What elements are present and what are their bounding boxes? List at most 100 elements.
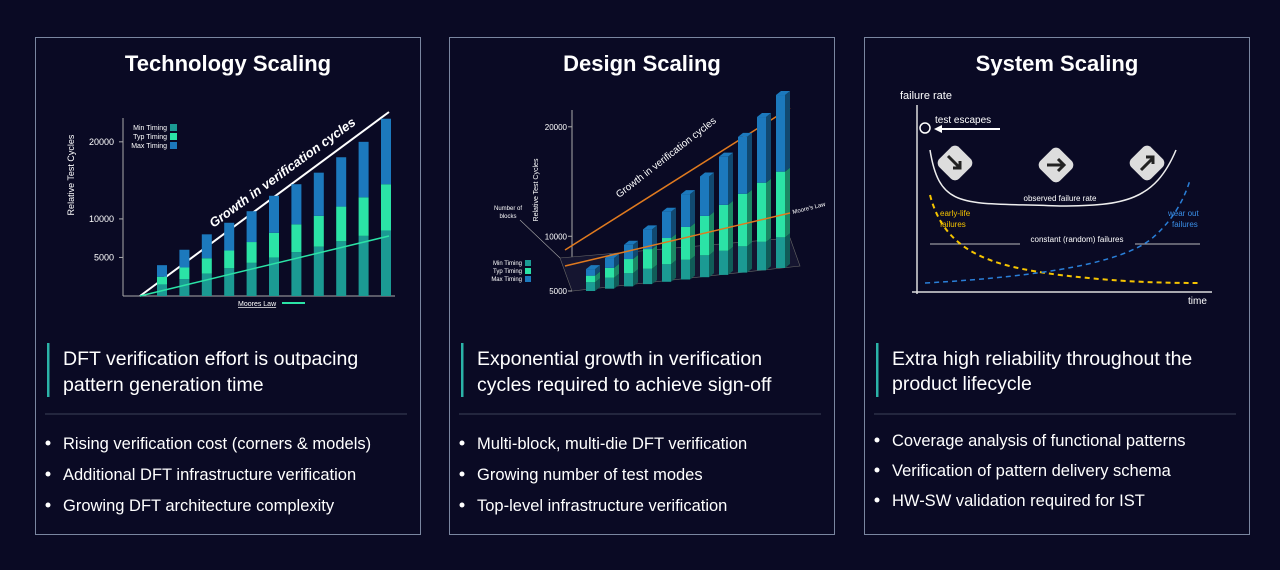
headline: pattern generation time [63, 374, 264, 396]
bullet-dot [459, 440, 465, 446]
bar-segment [643, 268, 652, 285]
bullet-dot [459, 471, 465, 477]
bar-segment [358, 235, 369, 296]
bar-top [681, 190, 695, 195]
early-label: failures [940, 220, 966, 229]
bar-segment [269, 232, 279, 258]
bullet: Rising verification cost (corners & mode… [63, 435, 371, 453]
bullet-dot [45, 471, 51, 477]
panel-title: Design Scaling [563, 51, 721, 76]
bar-segment [776, 95, 785, 172]
icon-arrow [1139, 155, 1155, 172]
bar-side [690, 255, 695, 280]
wear-label: wear out [1167, 209, 1199, 218]
legend-swatch [170, 133, 177, 140]
y-tick-label: 5000 [94, 252, 114, 262]
bar-top [662, 207, 676, 212]
bullet: Verification of pattern delivery schema [892, 462, 1172, 480]
bar-segment [224, 250, 235, 269]
bathtub-curve [929, 149, 1177, 207]
bar-segment [681, 226, 690, 260]
bar-top [757, 113, 771, 118]
escape-marker [919, 122, 931, 134]
bar-side [747, 189, 752, 247]
icon-arrow [1047, 157, 1067, 173]
bar-segment [586, 275, 595, 283]
observed-label: observed failure rate [1024, 194, 1097, 203]
bar-segment [700, 255, 709, 278]
bar-segment [269, 257, 279, 296]
legend-label: Max Timing [131, 143, 167, 150]
bullet: Additional DFT infrastructure verificati… [63, 466, 356, 484]
panel [864, 37, 1250, 535]
bar-top [586, 265, 600, 270]
bar-segment [738, 193, 747, 247]
bar-side [766, 237, 771, 271]
bar-side [709, 251, 714, 278]
bar-segment [624, 273, 633, 287]
bar-side [766, 178, 771, 242]
bar-segment [605, 277, 614, 289]
bar-top [700, 172, 714, 177]
bar-side [614, 263, 619, 278]
bar-segment [246, 242, 257, 263]
bullet-dot [459, 502, 465, 508]
y-tick-label: 10000 [545, 232, 568, 241]
legend-swatch [525, 276, 531, 282]
bar-segment [224, 268, 235, 296]
bar-side [671, 234, 676, 265]
bar-segment [291, 252, 302, 296]
bar-side [614, 254, 619, 268]
headline-bar [461, 343, 464, 397]
bar-side [633, 255, 638, 274]
bar-side [652, 264, 657, 285]
early-label: early-life [940, 209, 971, 218]
bar-side [709, 172, 714, 216]
bar-segment [643, 229, 652, 250]
legend-label: Min Timing [133, 125, 167, 132]
legend-label: Min Timing [493, 261, 522, 267]
bar-segment [719, 156, 728, 205]
bar-segment [776, 237, 785, 268]
bar-segment [157, 276, 167, 285]
bar-side [595, 265, 600, 276]
headline-bar [47, 343, 50, 397]
depth-label: Number of [494, 206, 522, 212]
bar-side [671, 260, 676, 282]
panel [35, 37, 421, 535]
bullet: Multi-block, multi-die DFT verification [477, 435, 747, 453]
bullet-dot [874, 467, 880, 473]
bar-segment [700, 215, 709, 256]
bar-segment [624, 259, 633, 274]
bar-segment [358, 197, 369, 236]
bullet-dot [45, 502, 51, 508]
bar-segment [719, 204, 728, 251]
bar-side [595, 278, 600, 291]
moores-law-line [139, 235, 390, 297]
moores-label: Moores Law [238, 301, 277, 308]
bar-segment [336, 206, 347, 242]
bar-side [690, 190, 695, 227]
bar-top [776, 91, 790, 96]
bullet-dot [45, 440, 51, 446]
bar-segment [246, 211, 257, 243]
bar-segment [381, 184, 391, 231]
bar-segment [179, 249, 190, 268]
bar-side [728, 246, 733, 275]
bar-segment [643, 249, 652, 269]
bar-top [643, 225, 657, 230]
bar-segment [681, 259, 690, 280]
bar-side [652, 225, 657, 250]
bar-side [785, 233, 790, 268]
bar-segment [624, 244, 633, 260]
bar-side [766, 113, 771, 183]
bar-segment [776, 171, 785, 238]
bar-segment [700, 176, 709, 216]
legend-swatch [170, 124, 177, 131]
bar-side [652, 245, 657, 269]
panel-title: Technology Scaling [125, 51, 331, 76]
bar-segment [269, 195, 279, 233]
bar-segment [757, 117, 766, 183]
headline-bar [876, 343, 879, 397]
